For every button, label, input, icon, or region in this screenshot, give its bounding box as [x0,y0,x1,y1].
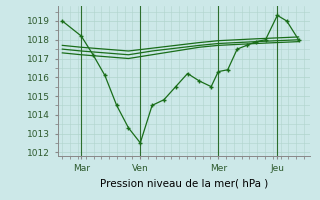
X-axis label: Pression niveau de la mer( hPa ): Pression niveau de la mer( hPa ) [100,178,268,188]
